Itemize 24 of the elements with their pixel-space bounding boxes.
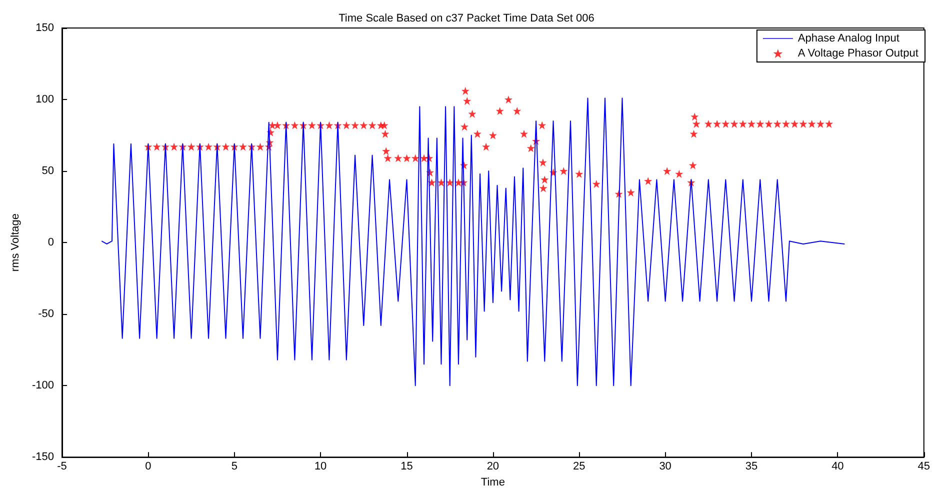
y-tick-label: 150 — [36, 22, 54, 34]
x-tick-label: 40 — [832, 460, 844, 473]
x-tick-label: 5 — [231, 460, 238, 473]
y-tick-label: 50 — [42, 165, 54, 178]
y-tick-label: -50 — [38, 308, 54, 320]
x-tick-label: 30 — [659, 460, 672, 473]
line-series — [101, 98, 846, 386]
x-tick-label: -5 — [57, 460, 67, 473]
y-tick-label: -100 — [32, 380, 54, 392]
y-tick-label: -150 — [32, 451, 54, 464]
x-tick-label: 20 — [486, 460, 500, 473]
x-tick-label: 45 — [918, 460, 930, 473]
x-tick-label: 25 — [573, 460, 586, 473]
legend-label: A Voltage Phasor Output — [798, 48, 918, 60]
x-axis-title: Time — [480, 476, 505, 488]
y-axis-title: rms Voltage — [10, 214, 22, 272]
y-tick-label: 100 — [36, 94, 54, 106]
x-tick-label: 35 — [745, 460, 758, 473]
x-tick-label: 10 — [314, 460, 327, 473]
x-tick-label: 0 — [145, 460, 152, 473]
x-tick-label: 15 — [400, 460, 413, 473]
legend-label: Aphase Analog Input — [798, 32, 900, 44]
chart-title: Time Scale Based on c37 Packet Time Data Set 006 — [338, 12, 594, 24]
y-tick-label: 0 — [48, 236, 54, 249]
